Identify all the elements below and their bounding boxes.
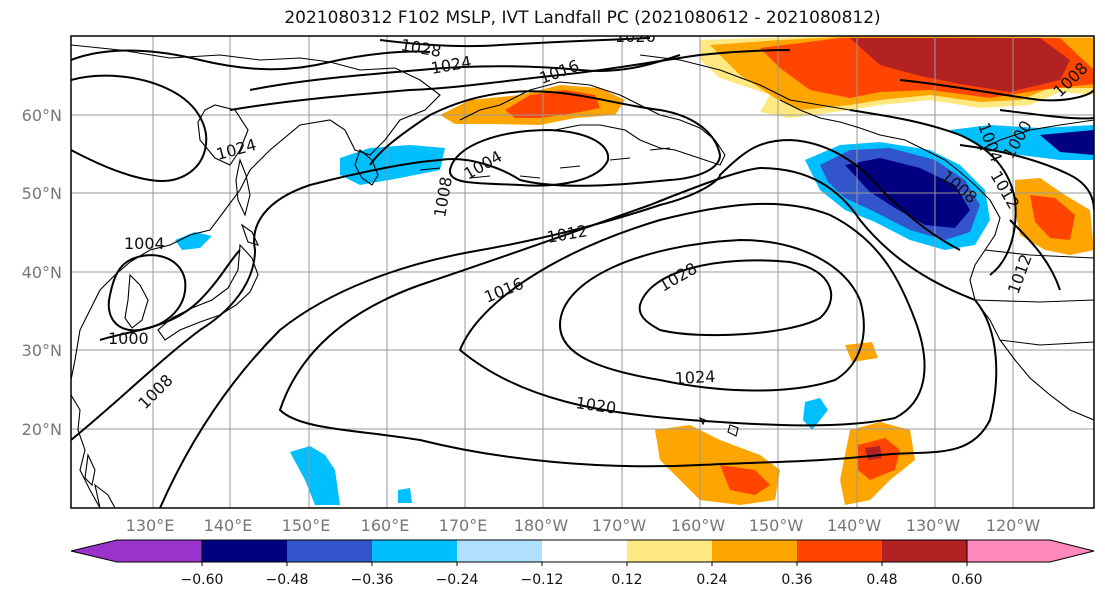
negative-anomaly-gulf-of-alaska: [805, 142, 990, 250]
mslp-contours: [71, 37, 1094, 508]
colorbar-segment: [202, 540, 287, 562]
colorbar-tick-label: −0.48: [266, 572, 309, 588]
colorbar-segment: [372, 540, 457, 562]
lon-label: 160°W: [671, 516, 726, 535]
lon-label: 170°E: [439, 516, 488, 535]
lon-label: 150°W: [749, 516, 804, 535]
positive-anomaly-northeast: [700, 36, 1094, 118]
lon-label: 120°W: [986, 516, 1041, 535]
lat-label: 30°N: [22, 341, 62, 360]
colorbar-segment: [287, 540, 372, 562]
colorbar-tick-label: −0.12: [521, 572, 564, 588]
colorbar-extend-low: [70, 539, 203, 563]
negative-anomaly-canada: [950, 125, 1094, 160]
lon-label: 160°E: [361, 516, 410, 535]
contour-label: 1026: [615, 27, 656, 46]
colorbar-tick-label: 0.36: [781, 572, 812, 588]
coastlines: [71, 44, 1094, 508]
lon-label: 170°W: [592, 516, 647, 535]
colorbar-segment: [797, 540, 882, 562]
colorbar-tick-label: −0.60: [181, 572, 224, 588]
map-title: 2021080312 F102 MSLP, IVT Landfall PC (2…: [284, 8, 881, 28]
lon-label: 150°E: [282, 516, 331, 535]
positive-anomaly-pnw: [1015, 178, 1094, 255]
colorbar-segment: [712, 540, 797, 562]
colorbar-tick-label: 0.48: [866, 572, 897, 588]
graticule: [71, 36, 1094, 508]
lat-label: 60°N: [22, 106, 62, 125]
colorbar-tick-label: 0.60: [951, 572, 982, 588]
lon-label: 140°W: [827, 516, 882, 535]
colorbar: −0.60 −0.48 −0.36 −0.24 −0.12 0.12 0.24 …: [70, 539, 1095, 588]
contour-label: 1024: [674, 367, 716, 388]
colorbar-tick-label: 0.24: [696, 572, 727, 588]
colorbar-tick-label: 0.12: [611, 572, 642, 588]
contour-label: 1000: [108, 329, 149, 348]
lat-label: 20°N: [22, 420, 62, 439]
lat-label: 50°N: [22, 184, 62, 203]
colorbar-tick-label: −0.24: [436, 572, 479, 588]
longitude-labels: 130°E 140°E 150°E 160°E 170°E 180°W 170°…: [126, 516, 1041, 535]
negative-anomaly-tropics: [290, 398, 828, 505]
colorbar-frame: [201, 539, 968, 563]
colorbar-segment: [457, 540, 542, 562]
colorbar-tick-label: −0.36: [351, 572, 394, 588]
map-frame: [70, 35, 1095, 509]
colorbar-segment: [627, 540, 712, 562]
colorbar-segment: [542, 540, 627, 562]
colorbar-segment: [882, 540, 967, 562]
lon-label: 130°W: [906, 516, 961, 535]
latitude-labels: 60°N 50°N 40°N 30°N 20°N: [22, 106, 62, 439]
lon-label: 180°W: [514, 516, 569, 535]
lon-label: 130°E: [126, 516, 175, 535]
lon-label: 140°E: [204, 516, 253, 535]
lat-label: 40°N: [22, 263, 62, 282]
colorbar-extend-high: [966, 539, 1095, 563]
contour-label: 1004: [124, 234, 165, 253]
